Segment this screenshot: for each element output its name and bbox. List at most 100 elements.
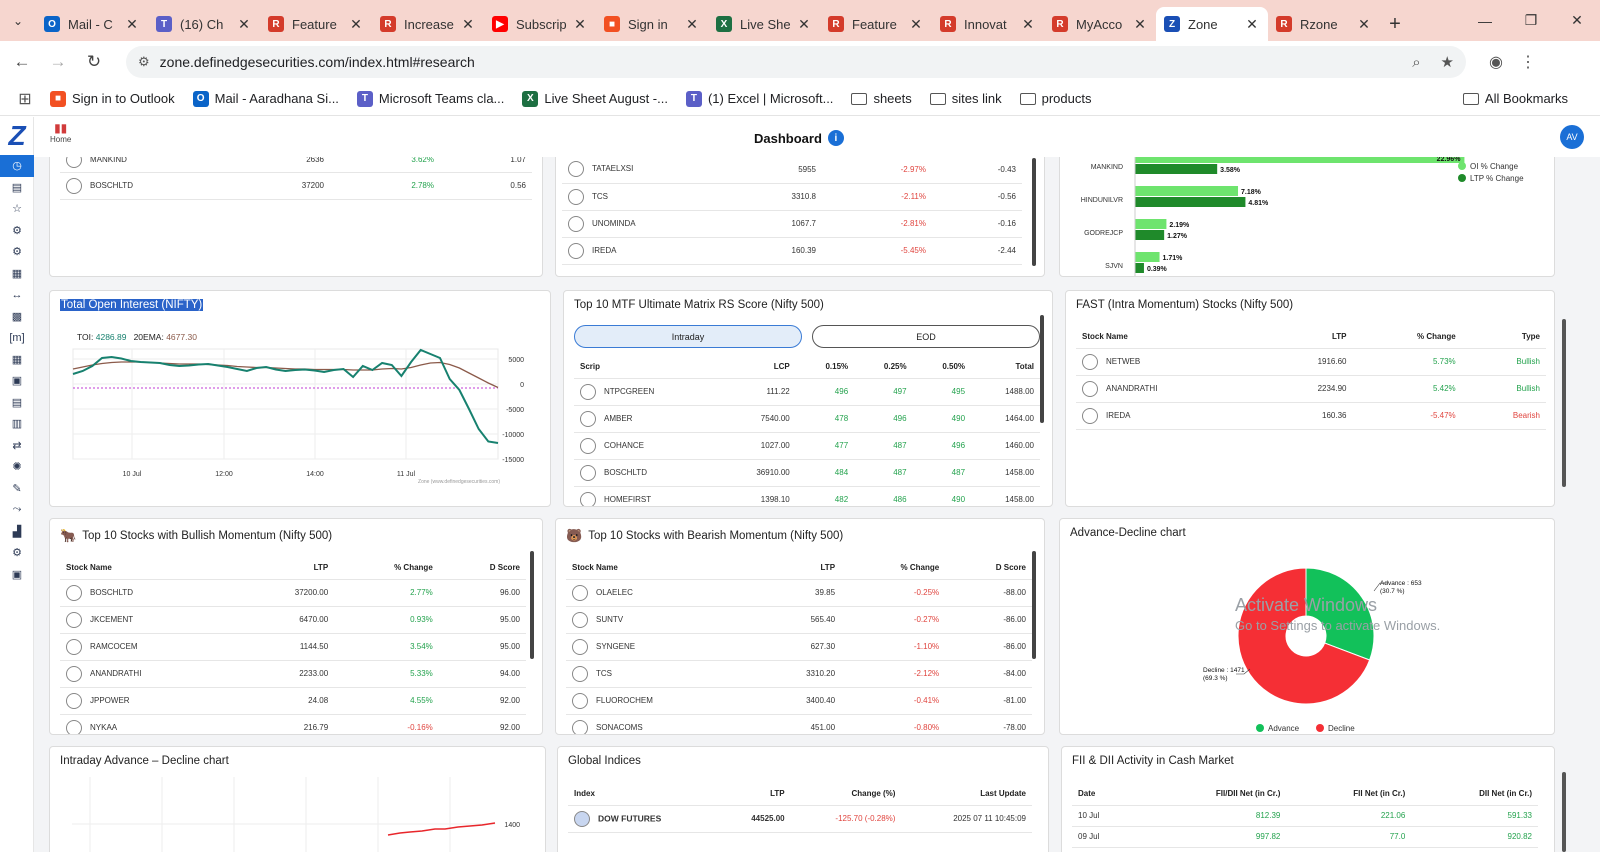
tab-close-icon[interactable]: ✕: [910, 15, 922, 32]
table-row[interactable]: MANKIND 2636 3.62% 1.07: [60, 157, 532, 173]
table-row[interactable]: BOSCHLTD 37200.00 2.77% 96.00: [60, 579, 526, 607]
minimize-icon[interactable]: —: [1478, 12, 1492, 29]
tab-close-icon[interactable]: ✕: [574, 15, 586, 32]
table-row[interactable]: BOSCHLTD 36910.00 484 487 487 1458.00: [574, 459, 1040, 487]
back-icon[interactable]: ←: [13, 51, 31, 71]
table-row[interactable]: COHANCE 1027.00 477 487 496 1460.00: [574, 432, 1040, 460]
column-header[interactable]: 0.15%: [795, 356, 855, 379]
column-header[interactable]: Stock Name: [566, 557, 757, 580]
chart-icon[interactable]: ▩: [11, 310, 23, 323]
decline-slice[interactable]: [1237, 567, 1371, 705]
gear-icon[interactable]: ⚙: [12, 246, 22, 259]
tab-close-icon[interactable]: ✕: [1246, 15, 1258, 32]
table-row[interactable]: NTPCGREEN 111.22 496 497 495 1488.00: [574, 378, 1040, 406]
table-row[interactable]: OLAELEC 39.85 -0.25% -88.00: [566, 579, 1032, 607]
column-header[interactable]: % Change: [841, 557, 946, 580]
watchlist-icon[interactable]: ▤: [11, 181, 23, 194]
table-row[interactable]: AMBER 7540.00 478 496 490 1464.00: [574, 405, 1040, 433]
forward-icon[interactable]: →: [49, 51, 67, 71]
browser-tab[interactable]: T (16) Ch ✕: [148, 7, 260, 41]
table-row[interactable]: 09 Jul 997.82 77.0 920.82: [1072, 826, 1538, 848]
column-header[interactable]: LTP: [240, 557, 335, 580]
scrollbar[interactable]: [1032, 551, 1036, 659]
column-header[interactable]: LTP: [1264, 326, 1353, 349]
bookmark-item[interactable]: O Mail - Aaradhana Si...: [192, 90, 339, 107]
table-row[interactable]: SYNGENE 627.30 -1.10% -86.00: [566, 633, 1032, 661]
bar-icon[interactable]: ▟: [12, 525, 22, 538]
browser-tab[interactable]: R Feature ✕: [820, 7, 932, 41]
bookmark-item[interactable]: sheets: [851, 91, 912, 107]
profile-icon[interactable]: ◉: [1489, 53, 1503, 71]
intraday-toggle[interactable]: Intraday: [574, 325, 802, 348]
column-header[interactable]: Scrip: [574, 356, 720, 379]
matrix-icon[interactable]: [m]: [9, 331, 25, 344]
browser-tab[interactable]: X Live She ✕: [708, 7, 820, 41]
address-bar[interactable]: ⚙ zone.definedgesecurities.com/index.htm…: [126, 45, 1466, 78]
table-row[interactable]: 10 Jul 812.39 221.06 591.33: [1072, 805, 1538, 827]
settings-icon[interactable]: ⚙: [12, 224, 22, 237]
browser-tab[interactable]: Z Zone ✕: [1156, 7, 1268, 41]
eod-toggle[interactable]: EOD: [812, 325, 1040, 348]
table-row[interactable]: ANANDRATHI 2233.00 5.33% 94.00: [60, 660, 526, 688]
column-header[interactable]: 0.25%: [854, 356, 913, 379]
tab-close-icon[interactable]: ✕: [798, 15, 810, 32]
table-row[interactable]: UNOMINDA 1067.7 -2.81% -0.16: [562, 210, 1022, 238]
scrollbar[interactable]: [530, 551, 534, 659]
browser-tab[interactable]: R Innovat ✕: [932, 7, 1044, 41]
bookmark-item[interactable]: X Live Sheet August -...: [522, 90, 668, 107]
tab-close-icon[interactable]: ✕: [350, 15, 362, 32]
apps-grid-icon[interactable]: ⊞: [18, 90, 32, 108]
scanner-icon[interactable]: ↔: [11, 288, 23, 301]
star-icon[interactable]: ☆: [12, 203, 22, 216]
column-header[interactable]: Change (%): [790, 783, 902, 806]
dashboard-icon[interactable]: ◷: [0, 155, 34, 177]
table-row[interactable]: SONACOMS 451.00 -0.80% -78.00: [566, 714, 1032, 734]
table-row[interactable]: SUNTV 565.40 -0.27% -86.00: [566, 606, 1032, 634]
table-row[interactable]: JKCEMENT 6470.00 0.93% 95.00: [60, 606, 526, 634]
table-row[interactable]: NYKAA 216.79 -0.16% 92.00: [60, 714, 526, 734]
table-row[interactable]: ANANDRATHI 2234.90 5.42% Bullish: [1076, 375, 1546, 403]
page-scrollbar[interactable]: [1562, 319, 1566, 487]
scrollbar[interactable]: [1040, 315, 1044, 423]
wallet-icon[interactable]: ▣: [11, 568, 23, 581]
menu-kebab-icon[interactable]: ⋮: [1520, 53, 1536, 71]
tab-close-icon[interactable]: ✕: [1134, 15, 1146, 32]
tab-search-button[interactable]: ⌄: [12, 13, 24, 28]
zone-logo-icon[interactable]: Z: [8, 120, 26, 151]
browser-tab[interactable]: O Mail - C ✕: [36, 7, 148, 41]
tab-close-icon[interactable]: ✕: [686, 15, 698, 32]
settings-alt-icon[interactable]: ⚙: [12, 547, 22, 560]
table-row[interactable]: BOSCHLTD 37200 2.78% 0.56: [60, 172, 532, 200]
column-header[interactable]: D Score: [438, 557, 526, 580]
column-header[interactable]: FII Net (in Cr.): [1286, 783, 1412, 806]
swap-icon[interactable]: ⇄: [12, 439, 22, 452]
column-header[interactable]: % Change: [1352, 326, 1462, 349]
table-row[interactable]: TCS 3310.8 -2.11% -0.56: [562, 183, 1022, 211]
column-header[interactable]: LTP: [720, 783, 791, 806]
table-row[interactable]: DOW FUTURES 44525.00 -125.70 (-0.28%) 2025 …: [568, 805, 1032, 833]
column-header[interactable]: % Change: [334, 557, 439, 580]
bookmark-item[interactable]: products: [1019, 91, 1091, 107]
column-header[interactable]: Type: [1461, 326, 1546, 349]
bookmark-item[interactable]: ■ Sign in to Outlook: [50, 90, 175, 107]
legend-label[interactable]: Decline: [1328, 724, 1355, 733]
home-button[interactable]: ▮▮ Home: [50, 121, 71, 144]
reload-icon[interactable]: ↻: [86, 51, 102, 71]
browser-tab[interactable]: R Feature ✕: [260, 7, 372, 41]
table-row[interactable]: HOMEFIRST 1398.10 482 486 490 1458.00: [574, 486, 1040, 506]
table-row[interactable]: TATAELXSI 5955 -2.97% -0.43: [562, 157, 1022, 184]
column-header[interactable]: Stock Name: [1076, 326, 1265, 349]
bookmark-item[interactable]: sites link: [929, 91, 1002, 107]
url-text[interactable]: zone.definedgesecurities.com/index.html#…: [159, 53, 475, 70]
tab-close-icon[interactable]: ✕: [1022, 15, 1034, 32]
column-header[interactable]: LCP: [719, 356, 796, 379]
info-icon[interactable]: i: [827, 130, 844, 146]
column-header[interactable]: D Score: [945, 557, 1032, 580]
column-header[interactable]: 0.50%: [912, 356, 972, 379]
browser-tab[interactable]: R MyAcco ✕: [1044, 7, 1156, 41]
legend-label[interactable]: Advance: [1268, 724, 1300, 733]
scrollbar[interactable]: [1032, 158, 1036, 266]
table-row[interactable]: IREDA 160.39 -5.45% -2.44: [562, 237, 1022, 265]
table-row[interactable]: NETWEB 1916.60 5.73% Bullish: [1076, 348, 1546, 376]
bookmark-item[interactable]: T Microsoft Teams cla...: [356, 90, 504, 107]
